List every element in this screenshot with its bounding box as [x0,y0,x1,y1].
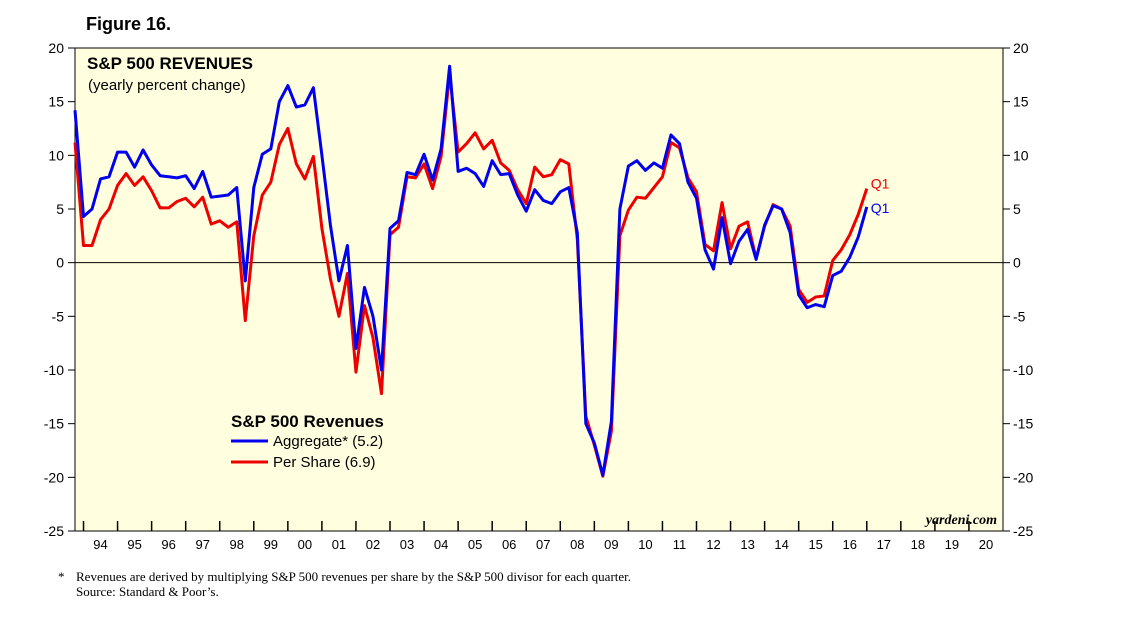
y-tick-label-left: 0 [56,255,64,271]
x-tick-label: 04 [434,537,448,552]
x-tick-label: 95 [127,537,141,552]
x-tick-label: 11 [673,537,687,552]
y-tick-label-right: 0 [1013,255,1021,271]
x-tick-label: 09 [604,537,618,552]
x-tick-label: 05 [468,537,482,552]
x-tick-label: 94 [93,537,107,552]
y-tick-label-right: -5 [1013,308,1026,324]
series-end-label: Q1 [871,176,890,192]
x-tick-label: 99 [264,537,278,552]
x-tick-label: 98 [230,537,244,552]
footnote-source: Source: Standard & Poor’s. [76,584,219,599]
y-tick-label-right: -20 [1013,469,1033,485]
figure-label: Figure 16. [86,14,172,34]
x-tick-label: 18 [911,537,925,552]
y-tick-label-right: 5 [1013,201,1021,217]
y-tick-label-left: 5 [56,201,64,217]
chart-title: S&P 500 REVENUES [87,54,253,73]
y-axis: 20 20 15 15 10 10 5 5 0 0 -5 -5 -10 -10 -15 -15 -20 -20 -2… [44,40,1034,539]
footnote: * Revenues are derived by multiplying S&P… [58,569,631,599]
y-tick-label-right: 20 [1013,40,1029,56]
series-end-label: Q1 [871,200,890,216]
x-tick-label: 19 [945,537,959,552]
chart-subtitle: (yearly percent change) [88,77,246,94]
x-tick-label: 15 [808,537,822,552]
series-line-per-share [73,72,869,478]
y-tick-label-left: 15 [48,94,64,110]
x-tick-label: 97 [195,537,209,552]
x-tick-label: 20 [979,537,993,552]
x-tick-label: 16 [843,537,857,552]
x-tick-label: 12 [706,537,720,552]
series-layer: Q1 Q1 [73,64,890,478]
x-tick-label: 02 [366,537,380,552]
x-tick-label: 14 [774,537,788,552]
y-tick-label-right: -15 [1013,416,1033,432]
footnote-note: Revenues are derived by multiplying S&P … [76,569,632,584]
x-tick-label: 10 [638,537,652,552]
y-tick-label-left: -20 [44,469,64,485]
series-line-aggregate [73,64,869,477]
x-tick-label: 96 [161,537,175,552]
y-tick-label-right: 10 [1013,147,1029,163]
y-tick-label-left: 20 [48,40,64,56]
x-tick-label: 00 [298,537,312,552]
y-tick-label-left: -25 [44,523,64,539]
legend-label-per-share: Per Share (6.9) [273,454,376,471]
watermark: yardeni.com [924,513,997,528]
legend-title: S&P 500 Revenues [231,412,384,431]
footnote-marker: * [58,569,65,584]
y-tick-label-left: -10 [44,362,64,378]
y-tick-label-left: -5 [52,308,65,324]
y-tick-label-left: -15 [44,416,64,432]
y-tick-label-right: -25 [1013,523,1033,539]
x-tick-label: 17 [877,537,891,552]
x-axis: 94 95 96 97 98 99 00 01 02 03 04 05 06 07 08 09 10 11 12 13… [82,521,993,552]
x-tick-label: 01 [332,537,346,552]
x-tick-label: 07 [536,537,550,552]
y-tick-label-right: -10 [1013,362,1033,378]
x-tick-label: 06 [502,537,516,552]
legend-label-aggregate: Aggregate* (5.2) [273,433,383,450]
x-tick-label: 13 [740,537,754,552]
x-tick-label: 03 [400,537,414,552]
y-tick-label-right: 15 [1013,94,1029,110]
x-tick-label: 08 [570,537,584,552]
plot-area [74,47,1004,532]
y-tick-label-left: 10 [48,147,64,163]
